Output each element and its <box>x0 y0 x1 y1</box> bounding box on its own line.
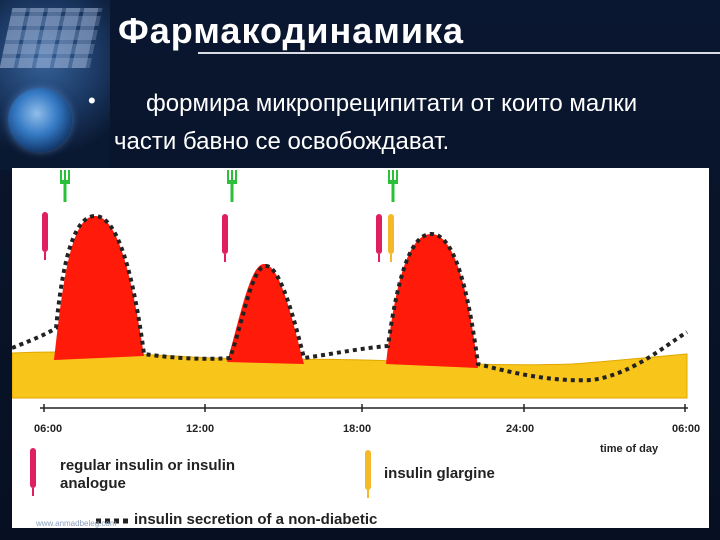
legend-glargine-label: insulin glargine <box>384 465 495 482</box>
insulin-pen-icon <box>376 214 382 262</box>
legend-regular-line-2: analogue <box>60 475 126 492</box>
x-tick-label-5: 06:00 <box>672 423 700 435</box>
nondiabetic-secretion-curve <box>12 214 689 383</box>
fork-icon <box>227 170 237 202</box>
slide-title: Фармакодинамика <box>118 10 465 51</box>
x-tick-label-4: 24:00 <box>506 423 534 435</box>
bullet-text-line-1: формира микропреципитати от които малки <box>146 90 638 117</box>
title-underline <box>198 52 720 54</box>
x-axis-title: time of day <box>600 443 659 455</box>
background-decoration <box>0 0 110 170</box>
watermark: www.anmadbeleg.com <box>35 519 117 528</box>
insulin-pen-icon <box>42 212 48 260</box>
insulin-profile-figure: 06:00 12:00 18:00 24:00 06:00 time of da… <box>12 168 709 528</box>
fork-icon <box>60 170 70 202</box>
fork-icon <box>388 170 398 202</box>
regular-insulin-peak-3 <box>386 233 478 368</box>
regular-insulin-peak-2 <box>227 264 304 364</box>
x-tick-label-2: 12:00 <box>186 423 214 435</box>
legend-glargine-pen-icon <box>365 450 371 498</box>
x-tick-label-1: 06:00 <box>34 423 62 435</box>
x-tick-label-3: 18:00 <box>343 423 371 435</box>
vial-cap-image <box>8 88 72 152</box>
insulin-profile-svg: 06:00 12:00 18:00 24:00 06:00 time of da… <box>12 170 700 528</box>
insulin-pen-icon <box>388 214 394 262</box>
legend-regular-line-1: regular insulin or insulin <box>60 457 235 474</box>
glargine-basal-band <box>12 351 688 399</box>
legend-regular-insulin-pen-icon <box>30 448 36 496</box>
legend-nondiabetic-label: insulin secretion of a non-diabetic <box>134 511 377 528</box>
bullet-text-line-2: части бавно се освобождават. <box>114 128 450 155</box>
bullet-marker: • <box>88 88 96 113</box>
insulin-pen-icon <box>222 214 228 262</box>
regular-insulin-peak-1 <box>54 215 144 360</box>
keypad-image <box>0 8 103 68</box>
